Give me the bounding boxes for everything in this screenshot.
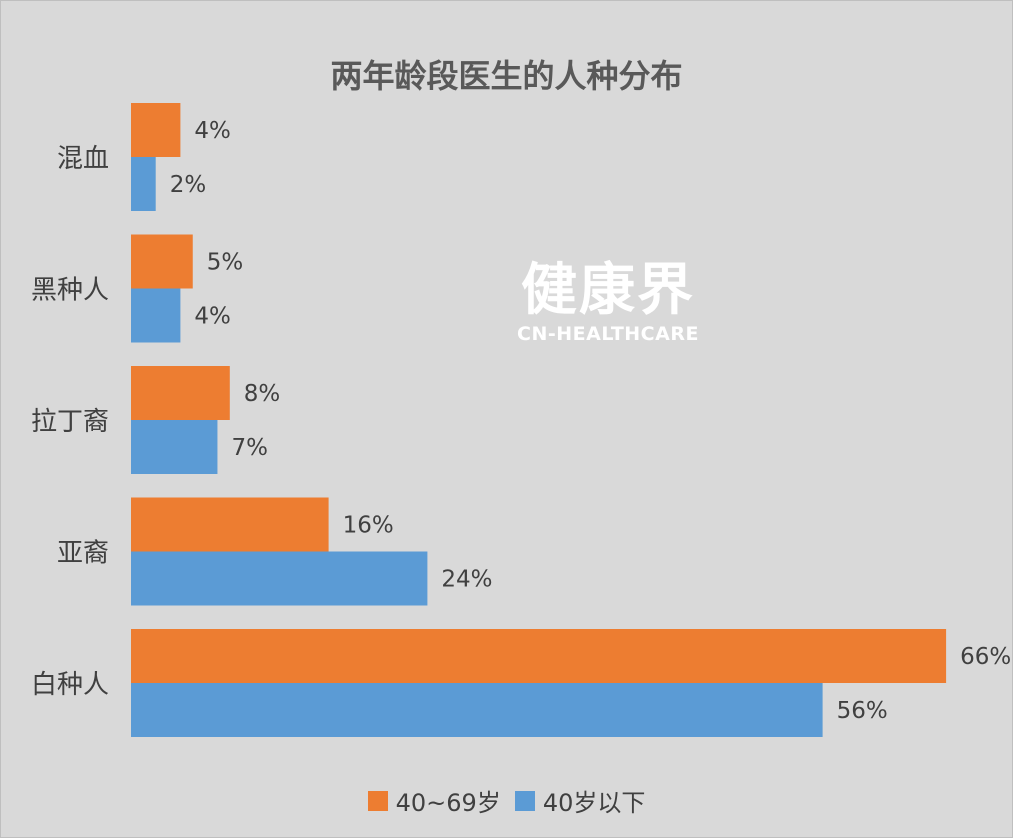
legend-item-40-69: 40~69岁: [367, 783, 501, 818]
bar-asian-under-40: [131, 551, 428, 606]
bar-latino-under-40: [131, 420, 218, 474]
category-label-black: 黑种人: [31, 276, 109, 306]
bar-black-under-40: [131, 288, 181, 343]
chart-title: 两年龄段医生的人种分布: [330, 57, 683, 95]
category-label-latino: 拉丁裔: [31, 407, 109, 437]
bar-latino-40-69: [131, 366, 230, 420]
legend-label-under-40: 40岁以下: [542, 789, 646, 817]
legend-item-under-40: 40岁以下: [514, 783, 646, 818]
watermark-english-text: CN-HEALTHCARE: [517, 323, 699, 345]
data-label-black-40-69: 5%: [207, 250, 244, 276]
category-label-white: 白种人: [31, 670, 109, 700]
legend-swatch-40-69: [367, 790, 388, 811]
bar-asian-40-69: [131, 497, 329, 552]
legend: 40~69岁 40岁以下: [1, 783, 1012, 818]
data-label-asian-under-40: 24%: [441, 567, 492, 593]
data-label-mixed-under-40: 2%: [170, 172, 207, 198]
category-label-mixed: 混血: [57, 144, 109, 174]
data-label-latino-under-40: 7%: [231, 435, 268, 461]
bar-mixed-40-69: [131, 103, 181, 157]
data-label-white-40-69: 66%: [960, 644, 1011, 670]
category-label-asian: 亚裔: [57, 539, 109, 569]
watermark: 健康界 CN-HEALTHCARE: [513, 258, 703, 346]
data-label-latino-40-69: 8%: [244, 381, 280, 407]
watermark-chinese-text: 健康界: [521, 258, 695, 323]
bar-white-under-40: [131, 683, 823, 737]
legend-swatch-under-40: [514, 790, 535, 811]
data-label-asian-40-69: 16%: [343, 513, 394, 539]
data-label-mixed-40-69: 4%: [194, 118, 231, 144]
bar-black-40-69: [131, 234, 193, 289]
bar-mixed-under-40: [131, 157, 156, 211]
legend-label-40-69: 40~69岁: [395, 789, 501, 817]
data-label-black-under-40: 4%: [194, 304, 231, 330]
data-label-white-under-40: 56%: [837, 698, 888, 724]
bar-white-40-69: [131, 629, 947, 683]
